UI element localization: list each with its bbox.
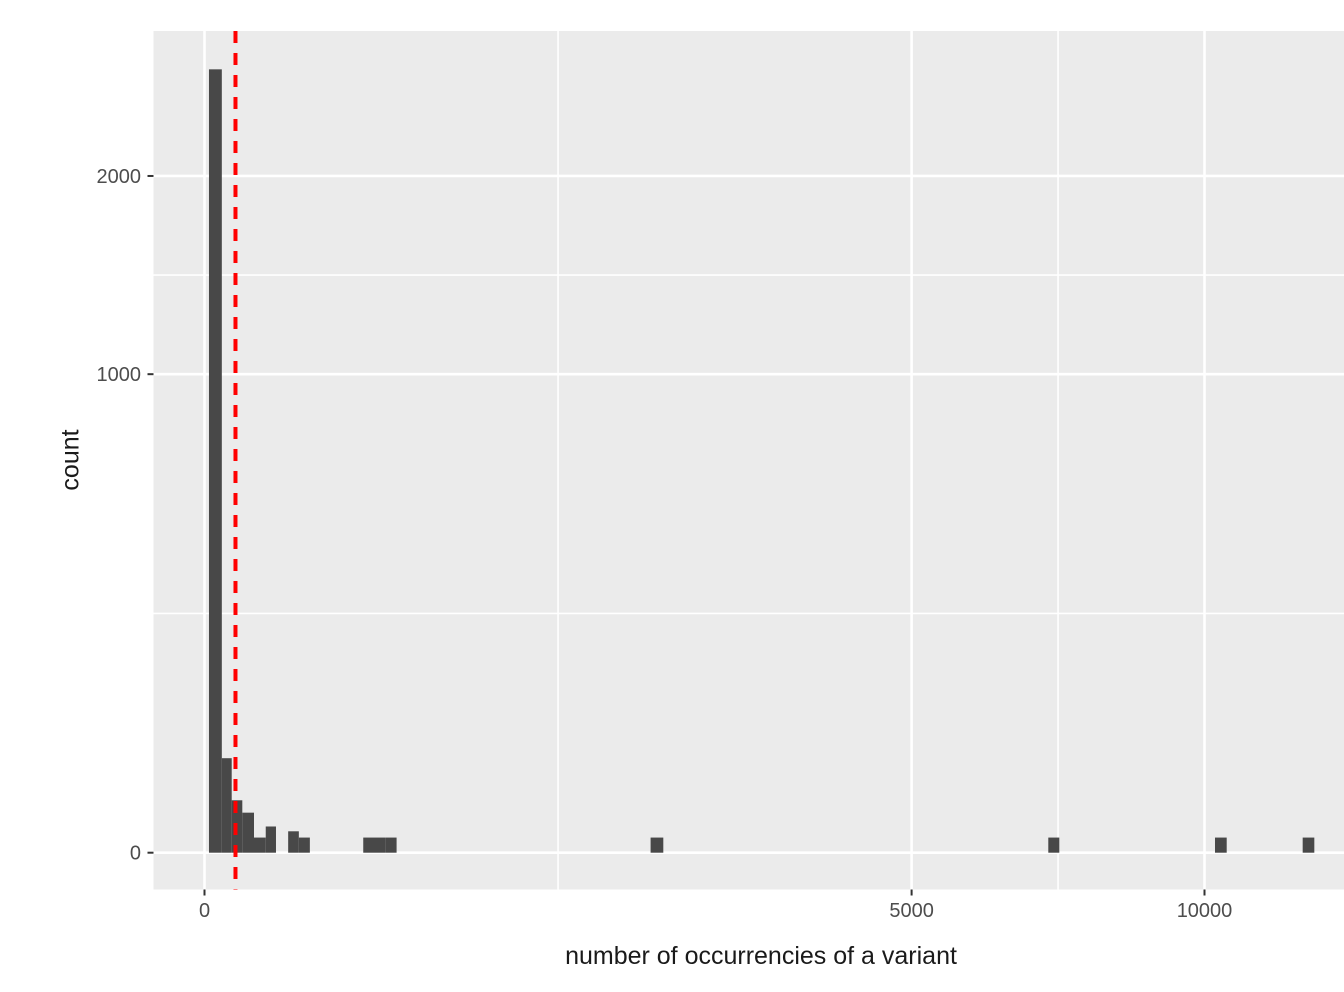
histogram-bar — [385, 838, 396, 853]
x-tick-label: 0 — [199, 900, 210, 922]
x-tick-label: 10000 — [1177, 900, 1233, 922]
y-axis-title: count — [59, 429, 84, 490]
x-tick-label: 5000 — [889, 900, 934, 922]
histogram-bar — [1215, 838, 1227, 853]
y-tick-label: 2000 — [97, 166, 142, 188]
histogram-bar — [1303, 838, 1315, 853]
y-tick-label: 0 — [130, 843, 141, 865]
x-axis-title: number of occurrencies of a variant — [153, 944, 1344, 969]
histogram-bar — [1048, 838, 1059, 853]
histogram-bar — [242, 813, 254, 853]
y-tick-label: 1000 — [97, 364, 142, 386]
histogram-bar — [375, 838, 386, 853]
histogram-bar — [222, 758, 232, 852]
histogram-bar — [288, 831, 299, 852]
panel-background — [154, 31, 1344, 890]
histogram-bar — [266, 826, 276, 852]
histogram-bar — [209, 69, 222, 852]
histogram-bar — [254, 838, 266, 853]
histogram-figure: 0 5000 10000 0 1000 2000 number of occurrenci… — [40, 16, 1344, 976]
histogram-bar — [651, 838, 664, 853]
histogram-bar — [363, 838, 374, 853]
histogram-bar — [299, 838, 310, 853]
histogram-plot-canvas: 0 5000 10000 0 1000 2000 — [40, 16, 1344, 976]
